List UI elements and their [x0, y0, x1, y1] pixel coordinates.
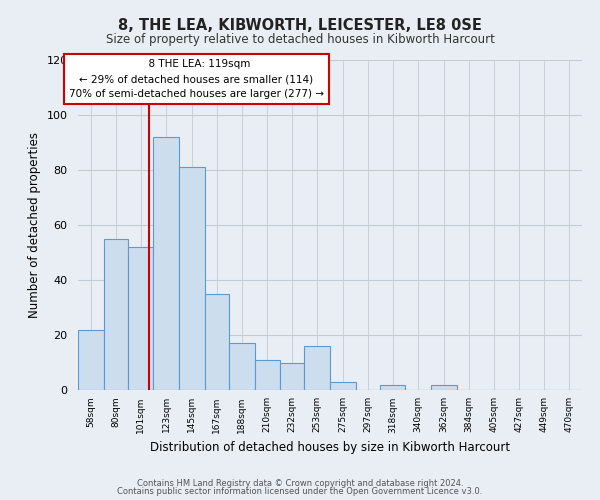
- X-axis label: Distribution of detached houses by size in Kibworth Harcourt: Distribution of detached houses by size …: [150, 441, 510, 454]
- Bar: [104, 239, 128, 390]
- Text: 8, THE LEA, KIBWORTH, LEICESTER, LE8 0SE: 8, THE LEA, KIBWORTH, LEICESTER, LE8 0SE: [118, 18, 482, 32]
- Bar: [229, 343, 254, 390]
- Bar: [128, 247, 154, 390]
- Bar: [280, 362, 304, 390]
- Text: Contains public sector information licensed under the Open Government Licence v3: Contains public sector information licen…: [118, 487, 482, 496]
- Text: Contains HM Land Registry data © Crown copyright and database right 2024.: Contains HM Land Registry data © Crown c…: [137, 478, 463, 488]
- Bar: [78, 330, 104, 390]
- Bar: [179, 167, 205, 390]
- Text: 8 THE LEA: 119sqm
← 29% of detached houses are smaller (114)
70% of semi-detache: 8 THE LEA: 119sqm ← 29% of detached hous…: [69, 60, 324, 99]
- Bar: [330, 382, 356, 390]
- Y-axis label: Number of detached properties: Number of detached properties: [28, 132, 41, 318]
- Bar: [431, 384, 457, 390]
- Bar: [380, 384, 406, 390]
- Text: Size of property relative to detached houses in Kibworth Harcourt: Size of property relative to detached ho…: [106, 32, 494, 46]
- Bar: [154, 137, 179, 390]
- Bar: [304, 346, 330, 390]
- Bar: [254, 360, 280, 390]
- Bar: [205, 294, 229, 390]
